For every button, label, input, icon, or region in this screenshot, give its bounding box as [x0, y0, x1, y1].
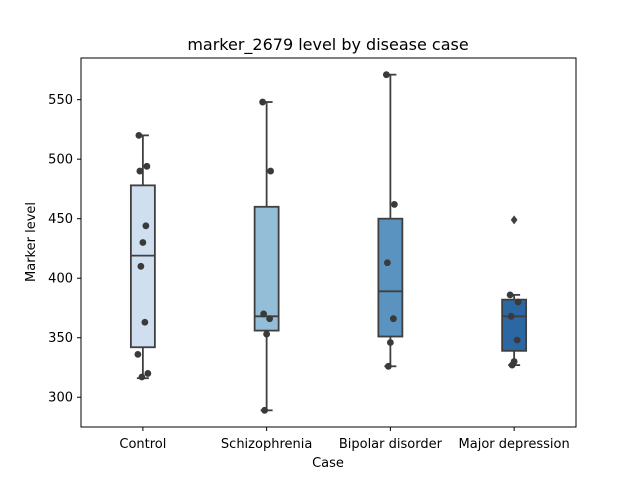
data-point — [139, 239, 147, 246]
data-point — [507, 312, 515, 320]
data-point — [506, 291, 514, 299]
data-point — [136, 167, 144, 175]
box-iqr — [501, 298, 528, 352]
data-point — [382, 71, 390, 79]
y-tick-label: 550 — [48, 93, 73, 108]
data-point — [260, 310, 268, 318]
data-point — [513, 336, 521, 344]
box-iqr — [377, 217, 404, 338]
y-tick-label: 450 — [48, 212, 73, 227]
data-point — [263, 330, 271, 338]
plot-area: 300 350 400 450 500 550 Control Schizophrenia Bi… — [48, 71, 570, 452]
data-point — [508, 361, 516, 369]
data-point — [138, 373, 146, 381]
x-axis-title: Case — [312, 456, 344, 471]
y-tick-label: 300 — [48, 391, 73, 406]
data-point — [267, 167, 275, 175]
data-point — [259, 98, 267, 106]
x-tick-label: Bipolar disorder — [339, 437, 443, 452]
box-iqr — [253, 205, 280, 332]
data-point — [266, 315, 274, 323]
data-point — [261, 406, 269, 414]
y-tick-label: 400 — [48, 272, 73, 287]
y-axis-title: Marker level — [24, 202, 39, 282]
chart-title: marker_2679 level by disease case — [187, 35, 468, 55]
plot-frame — [80, 57, 577, 428]
data-point — [143, 162, 151, 170]
data-point — [514, 298, 522, 306]
data-point — [390, 201, 398, 208]
x-tick-label: Control — [119, 437, 166, 452]
data-point — [134, 350, 142, 358]
data-point — [389, 315, 397, 323]
data-point — [384, 362, 392, 370]
data-point — [141, 318, 149, 326]
data-point — [144, 370, 152, 377]
x-tick-label: Schizophrenia — [221, 437, 312, 452]
y-tick-label: 500 — [48, 153, 73, 168]
data-point — [137, 262, 145, 270]
data-point — [142, 222, 150, 230]
y-tick-label: 350 — [48, 331, 73, 346]
data-point — [386, 339, 394, 346]
data-point — [383, 259, 391, 267]
x-tick-label: Major depression — [459, 437, 570, 452]
data-point — [135, 131, 143, 139]
outlier-marker — [510, 215, 518, 225]
